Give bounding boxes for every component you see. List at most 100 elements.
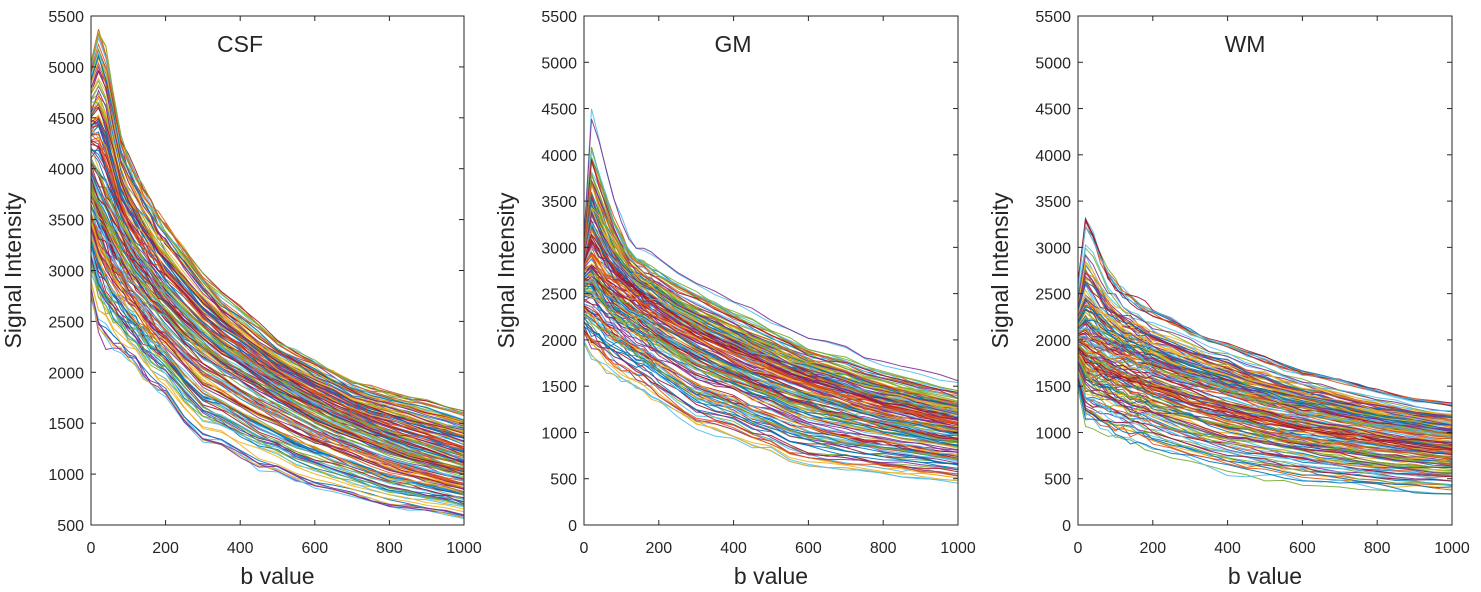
panel-gm: 0 200 400 600 800 1000 0 500 1000 1500 2000 2500 300… — [493, 9, 976, 589]
series-line — [1078, 350, 1452, 453]
y-tick-label: 4000 — [1035, 148, 1071, 165]
y-tick-label: 2500 — [48, 314, 84, 331]
series-line — [584, 320, 958, 465]
x-tick-label: 600 — [1289, 540, 1316, 557]
series-line — [1078, 338, 1452, 439]
x-tick-label: 800 — [1364, 540, 1391, 557]
series-line — [91, 83, 464, 427]
series-line — [1078, 341, 1452, 446]
series-line — [584, 118, 958, 382]
series-line — [91, 42, 464, 417]
series-line — [1078, 370, 1452, 482]
series-line — [1078, 319, 1452, 431]
y-tick-label: 2000 — [1035, 333, 1071, 350]
series-line — [91, 133, 464, 448]
series-line — [1078, 305, 1452, 426]
panel-wm: 0 200 400 600 800 1000 0 500 1000 1500 2000 2500 300… — [987, 9, 1470, 589]
series-line — [91, 263, 464, 507]
series-line — [91, 134, 464, 448]
x-tick-label: 200 — [645, 540, 672, 557]
series-group — [584, 108, 958, 484]
y-tick-label: 4000 — [48, 162, 84, 179]
y-tick-label: 3500 — [541, 194, 577, 211]
series-line — [91, 209, 464, 479]
series-line — [1078, 376, 1452, 482]
y-tick-label: 2500 — [1035, 287, 1071, 304]
series-line — [584, 263, 958, 428]
series-line — [584, 175, 958, 399]
series-line — [91, 218, 464, 484]
series-line — [91, 48, 464, 412]
x-tick-label: 200 — [1139, 540, 1166, 557]
series-line — [584, 311, 958, 460]
series-line — [91, 212, 464, 484]
series-line — [91, 217, 464, 482]
x-tick-label: 800 — [870, 540, 897, 557]
panel-title: CSF — [217, 31, 263, 57]
series-line — [584, 321, 958, 471]
series-line — [1078, 321, 1452, 430]
series-line — [1078, 327, 1452, 433]
series-line — [584, 221, 958, 415]
series-line — [1078, 372, 1452, 475]
series-line — [1078, 357, 1452, 464]
panel-title: WM — [1225, 31, 1266, 57]
y-tick-label: 5500 — [541, 9, 577, 26]
y-tick-label: 500 — [57, 518, 84, 535]
series-line — [91, 89, 464, 431]
series-line — [584, 342, 958, 482]
series-line — [584, 279, 958, 442]
series-line — [584, 211, 958, 415]
series-line — [1078, 355, 1452, 460]
series-line — [1078, 288, 1452, 421]
series-line — [584, 322, 958, 465]
panel-title: GM — [714, 31, 751, 57]
series-line — [1078, 356, 1452, 463]
series-line — [1078, 275, 1452, 421]
series-line — [584, 239, 958, 419]
series-line — [1078, 331, 1452, 434]
series-line — [1078, 369, 1452, 474]
series-line — [1078, 353, 1452, 458]
series-line — [584, 331, 958, 477]
axes-frame — [583, 15, 959, 526]
y-tick-label: 2500 — [541, 287, 577, 304]
y-tick-label: 1000 — [1035, 425, 1071, 442]
series-line — [584, 329, 958, 473]
series-line — [91, 287, 464, 516]
series-line — [1078, 354, 1452, 457]
series-line — [1078, 340, 1452, 440]
series-line — [584, 295, 958, 442]
series-line — [1078, 374, 1452, 482]
series-line — [91, 65, 464, 427]
y-tick-label: 5500 — [1035, 9, 1071, 26]
y-tick-label: 1000 — [48, 467, 84, 484]
x-tick-label: 200 — [152, 540, 179, 557]
y-tick-label: 2000 — [541, 333, 577, 350]
series-line — [91, 177, 464, 464]
series-line — [91, 269, 464, 506]
series-line — [91, 119, 464, 442]
x-tick-label: 0 — [580, 540, 589, 557]
series-line — [584, 333, 958, 479]
series-line — [584, 328, 958, 474]
series-line — [91, 295, 464, 519]
y-tick-label: 1000 — [541, 425, 577, 442]
y-tick-label: 4500 — [541, 102, 577, 119]
series-line — [584, 313, 958, 459]
y-tick-label: 500 — [1044, 472, 1071, 489]
series-line — [91, 225, 464, 490]
series-line — [1078, 348, 1452, 450]
x-tick-label: 400 — [227, 540, 254, 557]
series-line — [1078, 354, 1452, 459]
series-line — [584, 203, 958, 407]
series-line — [1078, 364, 1452, 474]
series-line — [1078, 342, 1452, 447]
series-line — [584, 241, 958, 420]
series-line — [1078, 366, 1452, 469]
series-line — [584, 300, 958, 451]
x-tick-label: 800 — [376, 540, 403, 557]
series-line — [1078, 253, 1452, 413]
series-line — [584, 303, 958, 457]
series-line — [1078, 304, 1452, 424]
